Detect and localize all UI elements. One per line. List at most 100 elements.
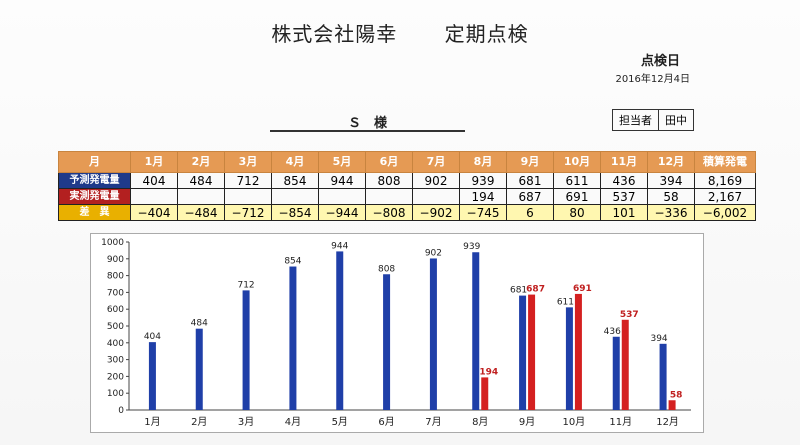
table-cell: −336 xyxy=(647,204,695,221)
table-cell: 854 xyxy=(271,172,319,189)
y-tick-label: 100 xyxy=(107,389,124,399)
y-tick-label: 600 xyxy=(107,305,124,315)
bar-forecast xyxy=(659,343,667,410)
bar-forecast-label: 854 xyxy=(284,257,301,267)
column-header: 11月 xyxy=(600,151,648,173)
x-tick-label: 11月 xyxy=(609,416,632,428)
table-cell: −808 xyxy=(365,204,413,221)
table-cell xyxy=(412,188,460,205)
table-cell: −854 xyxy=(271,204,319,221)
column-header: 8月 xyxy=(459,151,507,173)
table-cell: 8,169 xyxy=(694,172,756,189)
bar-forecast xyxy=(195,328,203,410)
inspection-date: 2016年12月4日 xyxy=(615,74,690,85)
table-cell: −902 xyxy=(412,204,460,221)
bar-forecast-label: 712 xyxy=(237,280,254,290)
bar-forecast xyxy=(519,295,527,410)
table-header-row: 月 1月 2月 3月 4月 5月 6月 7月 8月 9月 10月 11月 12月… xyxy=(58,151,756,173)
table-cell xyxy=(271,188,319,205)
column-header: 1月 xyxy=(130,151,178,173)
x-tick-label: 1月 xyxy=(144,416,160,428)
table-row-forecast: 予測発電量 404 484 712 854 944 808 902 939 68… xyxy=(58,172,756,189)
table-cell: −484 xyxy=(177,204,225,221)
table-cell: 484 xyxy=(177,172,225,189)
table-cell: 691 xyxy=(553,188,601,205)
table-row-difference: 差 異 −404 −484 −712 −854 −944 −808 −902 −… xyxy=(58,204,756,221)
bar-forecast xyxy=(383,274,391,410)
table-row-actual: 実測発電量 194 687 691 537 58 2,167 xyxy=(58,188,756,205)
table-cell: 939 xyxy=(459,172,507,189)
bar-forecast-label: 681 xyxy=(510,286,527,296)
bar-actual-label: 58 xyxy=(670,390,683,400)
table-cell xyxy=(177,188,225,205)
x-tick-label: 4月 xyxy=(285,416,301,428)
y-tick-label: 0 xyxy=(118,406,124,416)
client-name: Ｓ 様 xyxy=(270,112,465,132)
bar-forecast xyxy=(148,342,156,410)
bar-forecast-label: 404 xyxy=(144,332,161,342)
bar-forecast-label: 808 xyxy=(378,264,395,274)
bar-forecast-label: 944 xyxy=(331,241,348,251)
bar-actual-label: 691 xyxy=(573,284,592,294)
x-tick-label: 6月 xyxy=(378,416,394,428)
bar-actual-label: 194 xyxy=(479,367,498,377)
table-cell: 902 xyxy=(412,172,460,189)
bar-forecast-label: 394 xyxy=(650,334,667,344)
y-tick-label: 800 xyxy=(107,272,124,282)
column-header: 5月 xyxy=(318,151,366,173)
table-cell: −404 xyxy=(130,204,178,221)
table-cell xyxy=(365,188,413,205)
bar-forecast xyxy=(472,252,480,410)
table-cell: −712 xyxy=(224,204,272,221)
bar-forecast-label: 436 xyxy=(604,327,621,337)
column-header: 10月 xyxy=(553,151,601,173)
bar-actual xyxy=(621,319,629,410)
column-header: 4月 xyxy=(271,151,319,173)
table-cell: −745 xyxy=(459,204,507,221)
bar-forecast-label: 611 xyxy=(557,297,574,307)
bar-actual xyxy=(481,377,489,410)
bar-forecast-label: 902 xyxy=(425,248,442,258)
report-type-title: 定期点検 xyxy=(444,22,529,46)
column-header: 6月 xyxy=(365,151,413,173)
y-tick-label: 400 xyxy=(107,339,124,349)
table-cell: 687 xyxy=(506,188,554,205)
table-cell: 6 xyxy=(506,204,554,221)
column-header: 9月 xyxy=(506,151,554,173)
y-tick-label: 300 xyxy=(107,356,124,366)
bar-actual-label: 687 xyxy=(526,285,545,295)
row-label: 差 異 xyxy=(58,204,131,221)
x-tick-label: 5月 xyxy=(332,416,348,428)
row-label: 実測発電量 xyxy=(58,188,131,205)
table-cell: 537 xyxy=(600,188,648,205)
bar-forecast-label: 484 xyxy=(191,319,208,329)
table-cell: 611 xyxy=(553,172,601,189)
bar-forecast xyxy=(429,258,437,410)
column-header: 2月 xyxy=(177,151,225,173)
table-cell: 394 xyxy=(647,172,695,189)
table-cell xyxy=(130,188,178,205)
y-tick-label: 500 xyxy=(107,322,124,332)
company-title: 株式会社陽幸 xyxy=(271,22,398,46)
bar-forecast xyxy=(336,251,344,410)
x-tick-label: 7月 xyxy=(425,416,441,428)
y-tick-label: 900 xyxy=(107,255,124,265)
table-cell: 712 xyxy=(224,172,272,189)
table-cell: 436 xyxy=(600,172,648,189)
inspection-date-label: 点検日 xyxy=(640,54,680,69)
x-tick-label: 3月 xyxy=(238,416,254,428)
y-tick-label: 200 xyxy=(107,372,124,382)
x-tick-label: 12月 xyxy=(656,416,679,428)
column-header: 月 xyxy=(58,151,131,173)
y-tick-label: 700 xyxy=(107,288,124,298)
table-cell: 808 xyxy=(365,172,413,189)
bar-forecast xyxy=(612,336,620,410)
assignee-label: 担当者 xyxy=(613,110,659,130)
bar-actual xyxy=(574,293,582,410)
table-cell: −944 xyxy=(318,204,366,221)
bar-chart-svg: 0 100 200 300 400 500 600 700 800 900 1000 404 1月 484… xyxy=(101,238,691,428)
x-tick-label: 10月 xyxy=(563,416,586,428)
generation-table: 月 1月 2月 3月 4月 5月 6月 7月 8月 9月 10月 11月 12月… xyxy=(58,151,756,221)
x-tick-label: 2月 xyxy=(191,416,207,428)
